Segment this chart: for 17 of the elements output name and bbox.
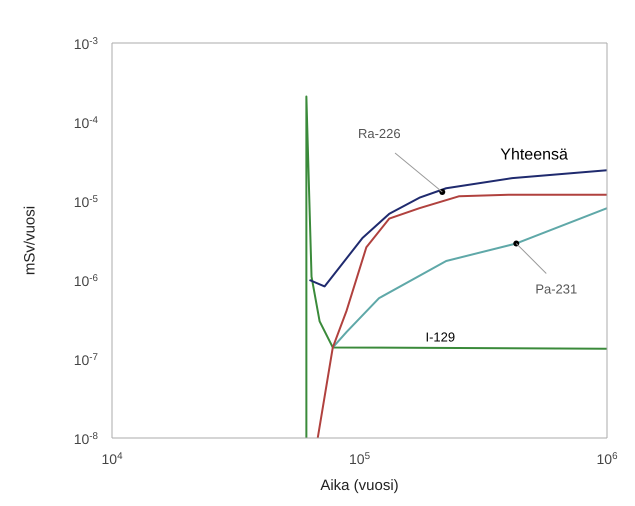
x-tick-label: 10$^{4}$ (101, 450, 124, 467)
label: I-129 (425, 329, 456, 344)
x-tick-label: 10$^{6}$ (596, 450, 618, 467)
callout-pointer: Pa-231 (513, 240, 578, 296)
y-tick-label: 10$^{-6}$ (74, 272, 99, 289)
annotation: Pa-231 (535, 281, 578, 296)
y-tick-label: 10$^{-8}$ (74, 430, 99, 447)
annotation: Ra-226 (358, 126, 401, 141)
y-tick-label: 10$^{-7}$ (74, 352, 98, 368)
y-axis-title: mSv/vuosi (21, 206, 38, 276)
x-axis-title: Aika (vuosi) (320, 477, 399, 494)
y-tick-label: 10$^{-4}$ (74, 114, 99, 131)
y-tick-label: 10$^{-3}$ (74, 36, 99, 52)
x-tick-label: 10$^{5}$ (348, 450, 371, 467)
label: Yhteensä (500, 146, 568, 164)
callout-pointer: Ra-226 (358, 126, 446, 195)
y-tick-label: 10$^{-5}$ (74, 194, 99, 210)
